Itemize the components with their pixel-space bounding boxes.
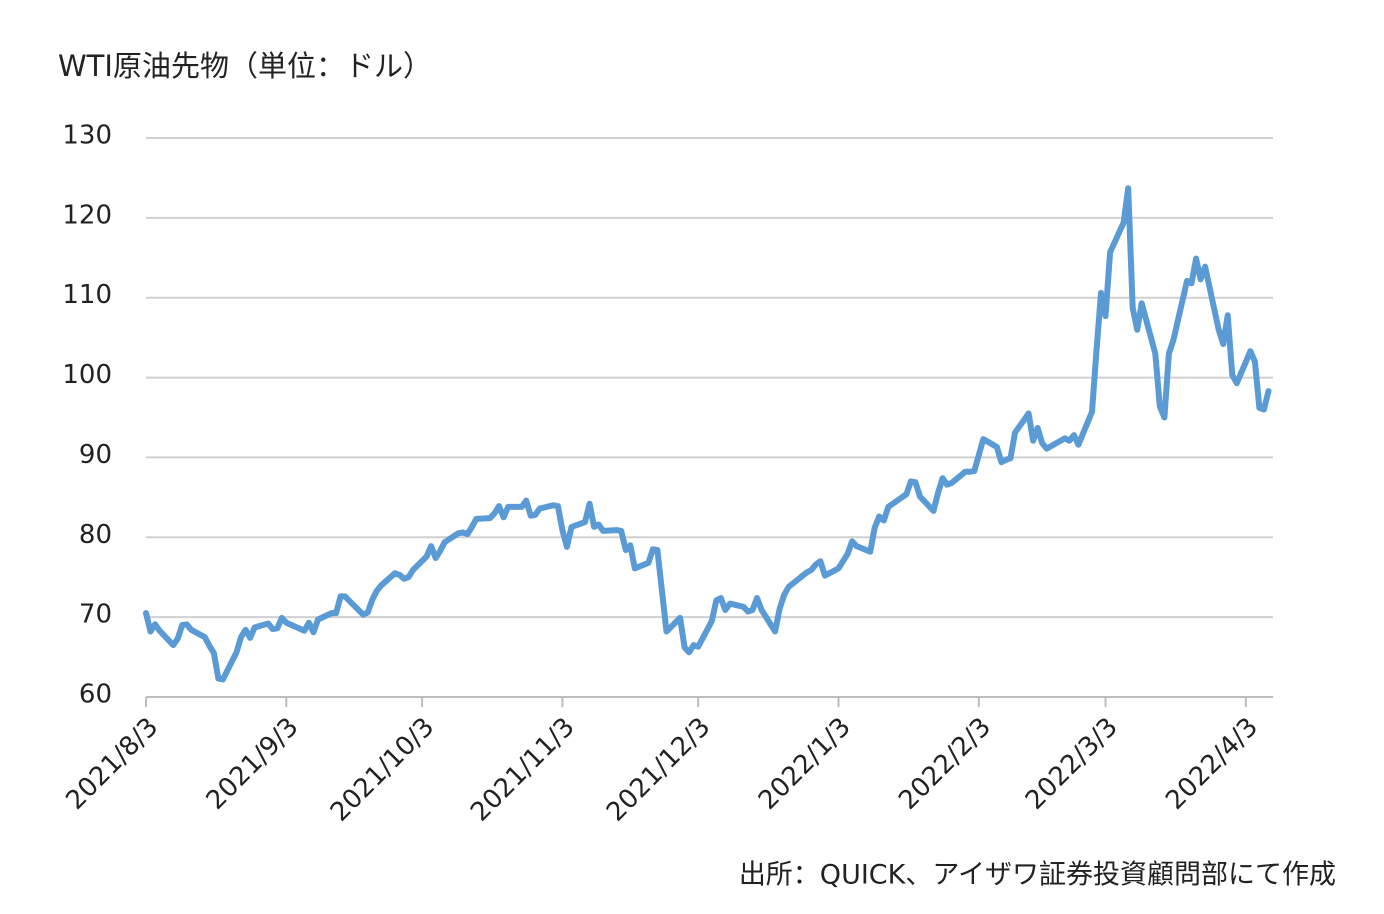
y-tick-label: 130	[62, 121, 112, 151]
y-tick-label: 100	[62, 360, 112, 390]
y-tick-label: 120	[62, 200, 112, 230]
x-tick-label: 2021/11/3	[465, 712, 580, 827]
price-line	[143, 185, 1272, 683]
x-tick-label: 2021/12/3	[601, 712, 716, 827]
source-note: 出所：QUICK、アイザワ証券投資顧問部にて作成	[739, 860, 1336, 891]
x-tick-label: 2022/1/3	[753, 712, 857, 816]
y-tick-label: 110	[62, 280, 112, 310]
y-tick-label: 70	[79, 600, 112, 630]
y-tick-label: 90	[79, 440, 112, 470]
x-tick-label: 2021/8/3	[60, 712, 164, 816]
x-tick-label: 2022/2/3	[893, 712, 997, 816]
x-tick-label: 2021/9/3	[201, 712, 305, 816]
x-tick-label: 2022/3/3	[1020, 712, 1124, 816]
x-tick-label: 2021/10/3	[325, 712, 440, 827]
y-tick-label: 60	[79, 680, 112, 710]
y-tick-label: 80	[79, 520, 112, 550]
chart-title: WTI原油先物（単位：ドル）	[58, 49, 432, 83]
x-tick-label: 2022/4/3	[1160, 712, 1264, 816]
